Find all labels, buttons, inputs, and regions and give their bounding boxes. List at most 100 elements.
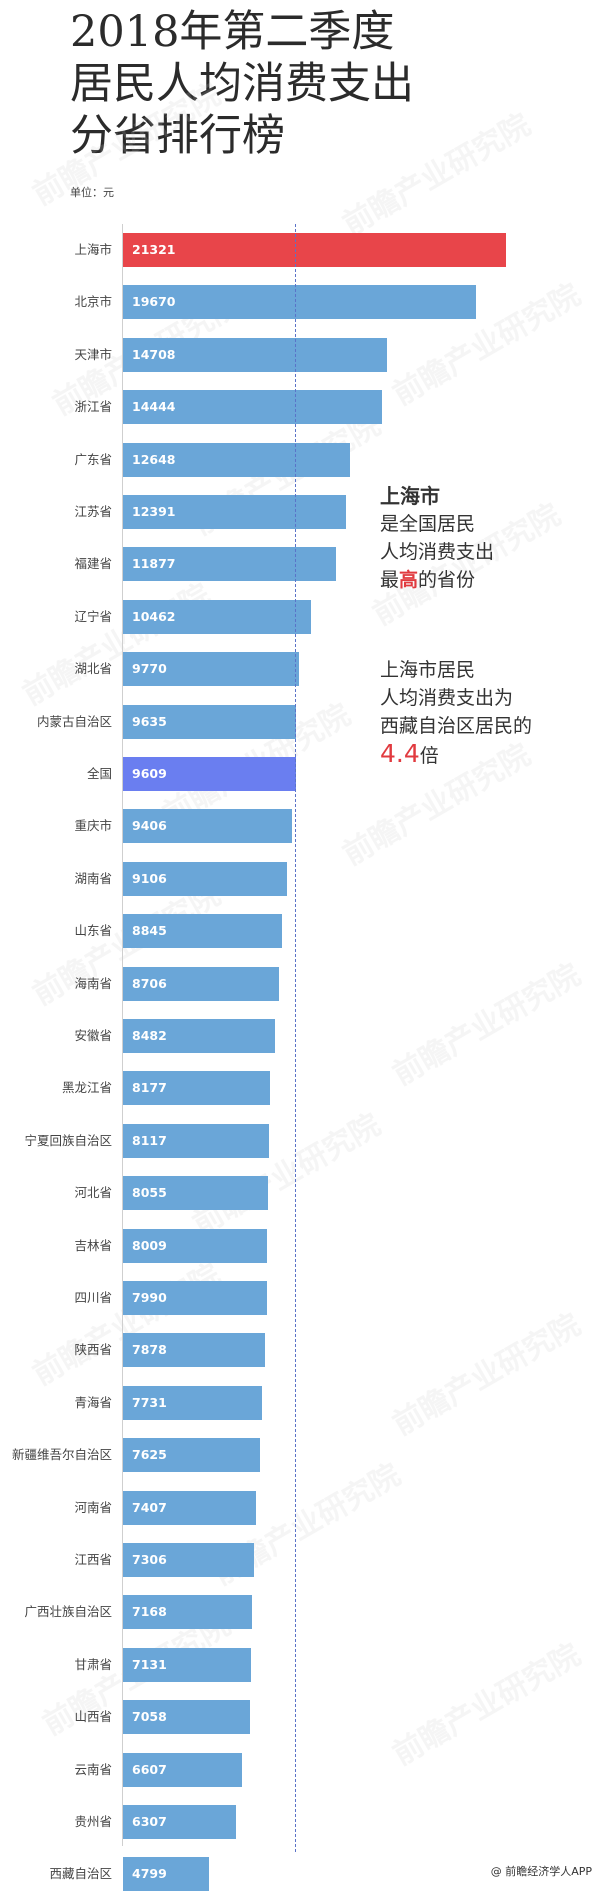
category-label: 河北省	[74, 1185, 112, 1201]
table-row: 陕西省 7878	[0, 1333, 600, 1368]
bar	[123, 1490, 257, 1525]
annotation-text: 的省份	[418, 569, 476, 591]
bar	[123, 285, 477, 320]
bar	[123, 1752, 242, 1787]
bar-value-label: 8177	[132, 1080, 167, 1096]
bar	[123, 1123, 269, 1158]
table-row: 北京市 19670	[0, 285, 600, 320]
bar	[123, 1700, 250, 1735]
bar	[123, 442, 351, 477]
bar-value-label: 4799	[132, 1866, 167, 1882]
table-row: 甘肃省 7131	[0, 1647, 600, 1682]
category-label: 天津市	[74, 346, 112, 362]
table-row: 青海省 7731	[0, 1385, 600, 1420]
category-label: 重庆市	[74, 818, 112, 834]
annotation-text: 倍	[419, 745, 439, 767]
national-average-line	[295, 224, 296, 1852]
bar-value-label: 9609	[132, 766, 167, 781]
bar	[123, 1228, 267, 1263]
category-label: 湖北省	[74, 661, 112, 677]
category-label: 江苏省	[74, 504, 112, 519]
bar	[123, 1071, 270, 1106]
chart-title: 2018年第二季度 居民人均消费支出 分省排行榜	[70, 6, 510, 162]
bar-value-label: 7878	[132, 1342, 167, 1358]
bar-value-label: 10462	[132, 608, 176, 624]
bar	[123, 966, 280, 1001]
bar	[123, 495, 346, 529]
bar	[123, 233, 506, 267]
annotation-text: 4.4倍	[380, 740, 532, 770]
y-axis-line	[122, 224, 123, 1846]
table-row: 广西壮族自治区 7168	[0, 1595, 600, 1630]
bar	[123, 1385, 262, 1420]
bar-value-label: 14708	[132, 346, 176, 362]
bar-value-label: 8845	[132, 923, 167, 939]
bar	[123, 914, 282, 949]
bar-value-label: 12648	[132, 451, 176, 467]
bar	[123, 809, 292, 844]
bar-value-label: 12391	[132, 504, 176, 519]
bar-value-label: 9770	[132, 661, 167, 677]
category-label: 贵州省	[74, 1814, 112, 1829]
title-line-1: 2018年第二季度	[70, 7, 395, 57]
annotation-heading: 上海市	[380, 484, 440, 508]
bar-value-label: 8117	[132, 1132, 167, 1148]
bar-value-label: 9406	[132, 818, 167, 834]
table-row: 贵州省 6307	[0, 1805, 600, 1839]
bar	[123, 1176, 268, 1211]
bar	[123, 1438, 260, 1473]
bar	[123, 1647, 252, 1682]
bar-value-label: 11877	[132, 556, 176, 572]
bar	[123, 1805, 237, 1839]
table-row: 浙江省 14444	[0, 390, 600, 425]
table-row: 天津市 14708	[0, 337, 600, 372]
category-label: 吉林省	[74, 1237, 112, 1253]
bar-value-label: 14444	[132, 399, 176, 415]
table-row: 黑龙江省 8177	[0, 1071, 600, 1106]
watermark-text: 前瞻产业研究院	[27, 1257, 227, 1393]
bar-value-label: 7990	[132, 1290, 167, 1305]
bar-value-label: 8706	[132, 975, 167, 991]
annotation-text: 最	[380, 569, 400, 591]
category-label: 河南省	[74, 1499, 112, 1515]
annotation-highlight: 高	[399, 569, 419, 591]
bar	[123, 652, 299, 687]
table-row: 江西省 7306	[0, 1543, 600, 1577]
table-row: 四川省 7990	[0, 1281, 600, 1315]
bar-value-label: 9106	[132, 870, 167, 886]
table-row: 广东省 12648	[0, 442, 600, 477]
annotation-text: 最高的省份	[380, 566, 494, 594]
bar-value-label: 6307	[132, 1814, 167, 1829]
bar-value-label: 8482	[132, 1028, 167, 1043]
category-label: 海南省	[74, 975, 112, 991]
unit-label: 单位：元	[70, 186, 114, 199]
bar-value-label: 21321	[132, 242, 176, 257]
title-line-2: 居民人均消费支出	[70, 59, 414, 109]
category-label: 云南省	[74, 1761, 112, 1777]
annotation-block-2: 上海市居民 人均消费支出为 西藏自治区居民的 4.4倍	[380, 656, 532, 770]
category-label: 陕西省	[74, 1342, 112, 1358]
bar	[123, 757, 296, 791]
category-label: 辽宁省	[74, 608, 112, 624]
bar	[123, 390, 383, 425]
category-label: 山东省	[74, 923, 112, 939]
table-row: 山东省 8845	[0, 914, 600, 949]
table-row: 河南省 7407	[0, 1490, 600, 1525]
category-label: 山西省	[74, 1709, 112, 1725]
bar-value-label: 7168	[132, 1604, 167, 1620]
category-label: 广西壮族自治区	[24, 1604, 112, 1620]
bar-value-label: 8009	[132, 1237, 167, 1253]
bar-value-label: 9635	[132, 713, 167, 729]
category-label: 浙江省	[74, 399, 112, 415]
bar-value-label: 8055	[132, 1185, 167, 1201]
category-label: 四川省	[74, 1290, 112, 1305]
category-label: 宁夏回族自治区	[24, 1132, 112, 1148]
category-label: 甘肃省	[74, 1656, 112, 1672]
annotation-ratio: 4.4	[380, 739, 420, 768]
bar	[123, 861, 287, 896]
annotation-text: 是全国居民	[380, 513, 476, 535]
annotation-text: 人均消费支出为	[380, 687, 514, 709]
category-label: 广东省	[74, 451, 112, 467]
annotation-text: 西藏自治区居民的	[380, 715, 533, 737]
category-label: 福建省	[74, 556, 112, 572]
